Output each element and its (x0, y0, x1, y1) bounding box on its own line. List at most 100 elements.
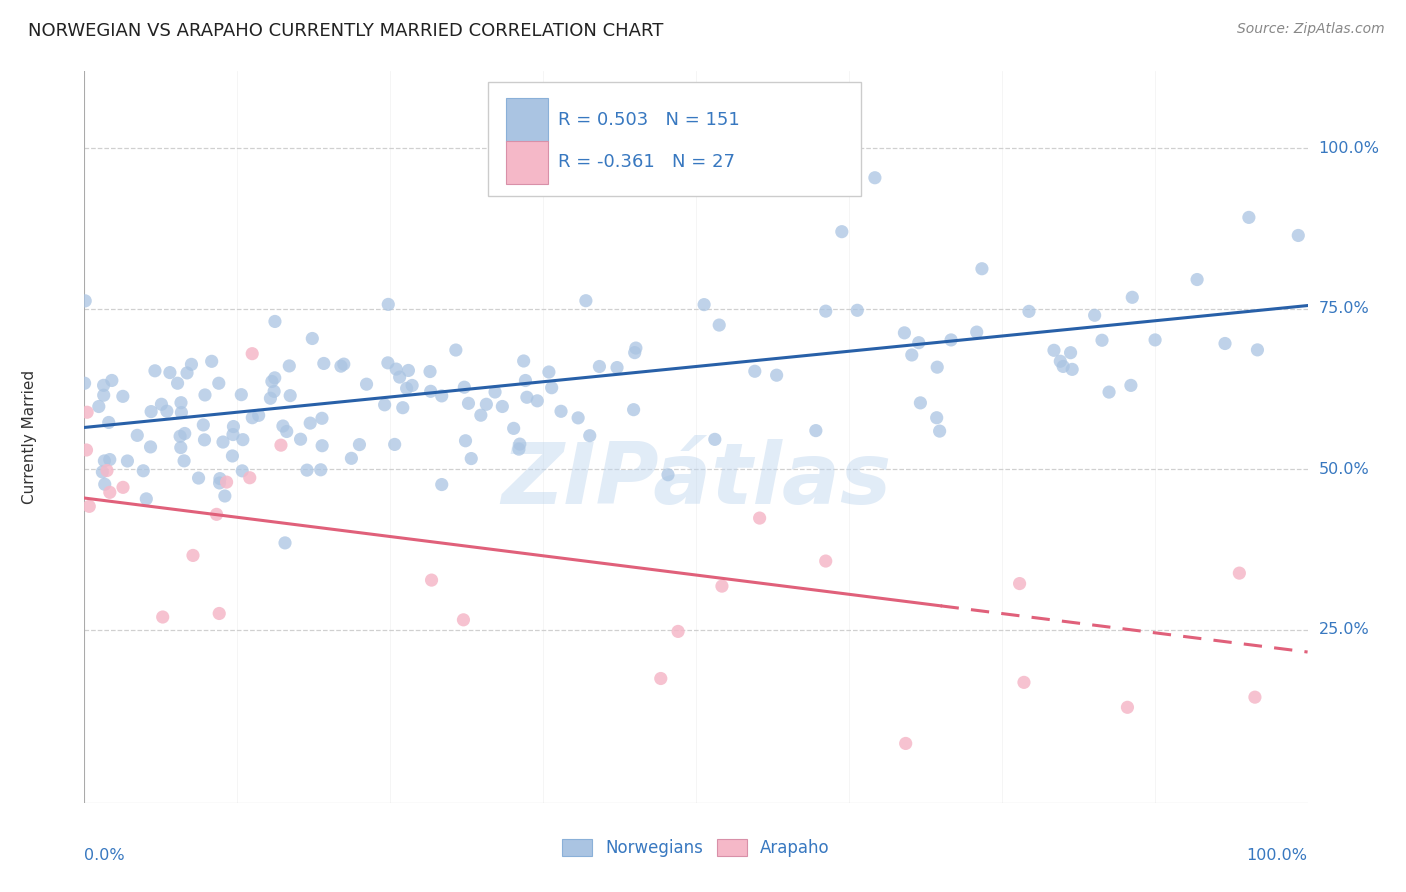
Point (509, 437, 531, 451)
Point (900, 348, 922, 362)
Point (170, 441, 193, 455)
Point (453, 613, 475, 627)
Point (453, 380, 475, 394)
Point (1185, 272, 1208, 286)
Text: 100.0%: 100.0% (1247, 848, 1308, 863)
Point (537, 365, 560, 379)
Point (1237, 211, 1260, 225)
Point (512, 354, 534, 368)
Point (515, 374, 537, 388)
Point (1008, 576, 1031, 591)
Point (814, 554, 837, 568)
Point (430, 477, 453, 491)
Point (139, 440, 162, 454)
Point (260, 375, 283, 389)
Point (1246, 343, 1268, 357)
Point (127, 428, 149, 442)
Legend: Norwegians, Arapaho: Norwegians, Arapaho (555, 832, 837, 864)
Point (540, 381, 562, 395)
FancyBboxPatch shape (506, 141, 548, 184)
Point (966, 325, 988, 339)
Point (278, 359, 301, 373)
Point (395, 381, 418, 395)
Point (401, 378, 423, 392)
Point (693, 298, 716, 312)
Point (98, 485, 121, 500)
Point (176, 366, 198, 380)
Point (263, 371, 285, 385)
Point (201, 354, 224, 368)
Point (166, 376, 188, 391)
Text: 0.0%: 0.0% (84, 848, 125, 863)
Point (377, 297, 399, 311)
Point (76, 442, 98, 457)
Point (1052, 359, 1074, 374)
Point (180, 357, 202, 371)
Text: 25.0%: 25.0% (1319, 622, 1369, 637)
Point (232, 433, 254, 447)
Point (1012, 675, 1035, 690)
Point (709, 318, 731, 332)
Point (259, 391, 281, 405)
Point (98, 452, 121, 467)
Point (159, 366, 181, 380)
Point (135, 491, 157, 506)
Point (312, 356, 335, 370)
Point (650, 672, 672, 686)
Point (475, 397, 498, 411)
Point (111, 389, 134, 403)
Point (470, 408, 492, 422)
Point (93, 388, 115, 402)
Point (150, 397, 173, 411)
Text: Source: ZipAtlas.com: Source: ZipAtlas.com (1237, 22, 1385, 37)
Point (91, 465, 114, 479)
Text: 100.0%: 100.0% (1319, 141, 1379, 156)
Point (247, 409, 270, 423)
Point (329, 359, 352, 373)
Point (420, 573, 443, 587)
Point (460, 451, 482, 466)
Point (156, 404, 179, 418)
Point (309, 463, 332, 477)
Point (377, 356, 399, 370)
Point (657, 467, 679, 482)
Point (240, 346, 263, 360)
Point (804, 424, 827, 438)
Point (208, 472, 231, 486)
Point (278, 389, 301, 403)
Point (907, 335, 929, 350)
Point (231, 387, 253, 401)
Point (666, 624, 689, 639)
Point (356, 377, 378, 392)
Text: NORWEGIAN VS ARAPAHO CURRENTLY MARRIED CORRELATION CHART: NORWEGIAN VS ARAPAHO CURRENTLY MARRIED C… (28, 22, 664, 40)
Point (419, 365, 441, 379)
Point (910, 396, 932, 410)
Text: Currently Married: Currently Married (22, 370, 37, 504)
Point (765, 368, 787, 383)
Point (222, 419, 245, 434)
FancyBboxPatch shape (488, 82, 860, 195)
Point (231, 464, 253, 478)
Point (624, 341, 647, 355)
FancyBboxPatch shape (506, 98, 548, 142)
Point (1213, 336, 1236, 351)
Point (550, 404, 572, 418)
Point (208, 607, 231, 621)
Point (863, 170, 886, 185)
Point (575, 293, 598, 308)
Point (212, 435, 235, 450)
Point (831, 225, 853, 239)
Text: 50.0%: 50.0% (1319, 462, 1369, 476)
Point (846, 303, 869, 318)
Point (388, 370, 411, 384)
Text: R = -0.361   N = 27: R = -0.361 N = 27 (558, 153, 735, 171)
Point (1244, 690, 1267, 705)
Point (893, 326, 915, 340)
Point (274, 536, 297, 550)
Point (222, 427, 245, 442)
Point (299, 416, 322, 430)
Point (1084, 308, 1107, 322)
Point (578, 428, 600, 442)
Point (374, 398, 396, 412)
Point (270, 438, 292, 452)
